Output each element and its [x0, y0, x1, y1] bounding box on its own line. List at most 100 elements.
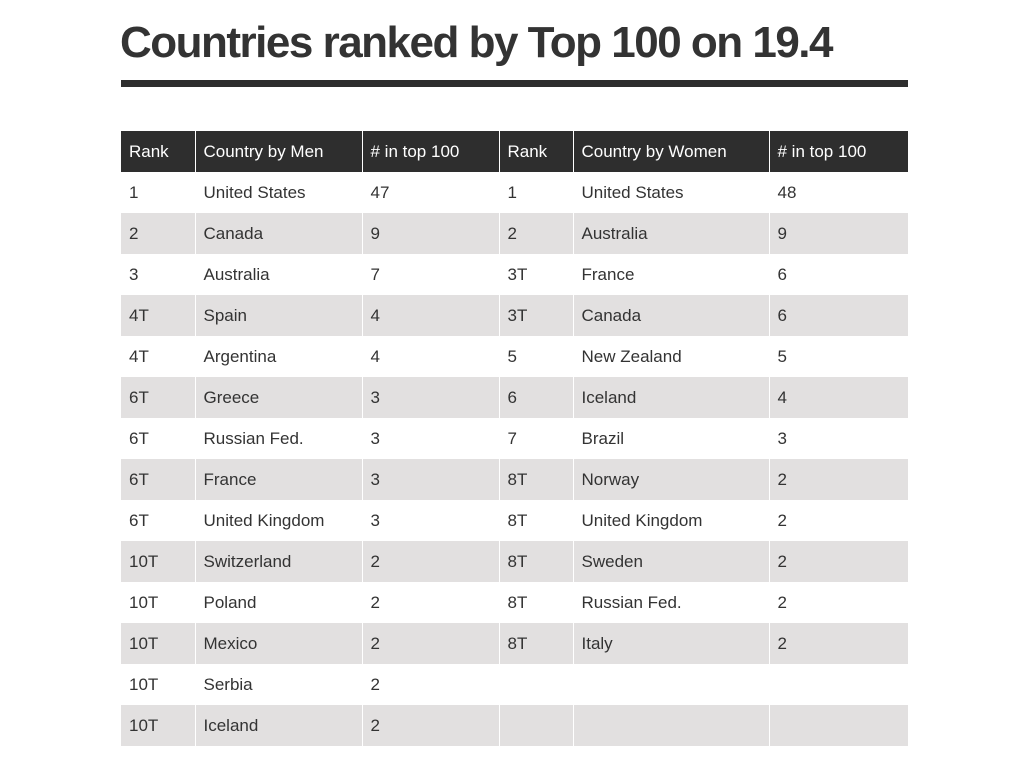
women-country-cell: Italy: [573, 623, 770, 664]
men-count-cell: 7: [362, 254, 500, 295]
women-count-cell: [769, 705, 908, 746]
women-rank-cell: 8T: [499, 541, 574, 582]
header-cell-country-by-men: Country by Men: [195, 131, 363, 172]
men-rank-cell: 10T: [121, 623, 196, 664]
page-title: Countries ranked by Top 100 on 19.4: [120, 18, 834, 67]
women-rank-cell: 8T: [499, 459, 574, 500]
table-header: Rank Country by Men # in top 100 Rank Co…: [121, 131, 908, 172]
men-country-cell: Russian Fed.: [195, 418, 363, 459]
men-count-cell: 47: [362, 172, 500, 213]
women-country-cell: Canada: [573, 295, 770, 336]
women-country-cell: Sweden: [573, 541, 770, 582]
women-count-cell: 2: [769, 459, 908, 500]
table-row: 10T Serbia 2: [121, 664, 908, 705]
men-count-cell: 3: [362, 418, 500, 459]
women-rank-cell: [499, 664, 574, 705]
women-count-cell: [769, 664, 908, 705]
men-rank-cell: 10T: [121, 664, 196, 705]
table-body: 1 United States 47 1 United States 48 2 Canada 9…: [121, 172, 908, 746]
ranking-table-wrapper: Rank Country by Men # in top 100 Rank Co…: [121, 131, 908, 746]
table-row: 6T United Kingdom 3 8T United Kingdom 2: [121, 500, 908, 541]
women-country-cell: Australia: [573, 213, 770, 254]
women-rank-cell: 2: [499, 213, 574, 254]
table-row: 4T Spain 4 3T Canada 6: [121, 295, 908, 336]
men-rank-cell: 2: [121, 213, 196, 254]
women-rank-cell: 8T: [499, 500, 574, 541]
men-rank-cell: 10T: [121, 541, 196, 582]
men-country-cell: United Kingdom: [195, 500, 363, 541]
men-country-cell: Spain: [195, 295, 363, 336]
header-cell-country-by-women: Country by Women: [573, 131, 770, 172]
table-row: 10T Mexico 2 8T Italy 2: [121, 623, 908, 664]
women-rank-cell: 8T: [499, 623, 574, 664]
women-rank-cell: [499, 705, 574, 746]
men-country-cell: Iceland: [195, 705, 363, 746]
men-rank-cell: 1: [121, 172, 196, 213]
women-rank-cell: 6: [499, 377, 574, 418]
men-rank-cell: 10T: [121, 582, 196, 623]
women-rank-cell: 8T: [499, 582, 574, 623]
men-country-cell: France: [195, 459, 363, 500]
men-count-cell: 3: [362, 377, 500, 418]
men-count-cell: 2: [362, 623, 500, 664]
table-row: 10T Switzerland 2 8T Sweden 2: [121, 541, 908, 582]
table-row: 6T France 3 8T Norway 2: [121, 459, 908, 500]
table-row: 1 United States 47 1 United States 48: [121, 172, 908, 213]
title-underline: [121, 80, 908, 87]
men-rank-cell: 6T: [121, 377, 196, 418]
men-count-cell: 2: [362, 582, 500, 623]
table-row: 10T Poland 2 8T Russian Fed. 2: [121, 582, 908, 623]
men-country-cell: United States: [195, 172, 363, 213]
table-row: 10T Iceland 2: [121, 705, 908, 746]
header-cell-men-count: # in top 100: [362, 131, 500, 172]
men-country-cell: Argentina: [195, 336, 363, 377]
men-count-cell: 4: [362, 336, 500, 377]
women-count-cell: 48: [769, 172, 908, 213]
women-country-cell: France: [573, 254, 770, 295]
header-cell-women-count: # in top 100: [769, 131, 908, 172]
table-row: 6T Greece 3 6 Iceland 4: [121, 377, 908, 418]
women-country-cell: United Kingdom: [573, 500, 770, 541]
women-country-cell: Norway: [573, 459, 770, 500]
table-row: 3 Australia 7 3T France 6: [121, 254, 908, 295]
men-rank-cell: 6T: [121, 418, 196, 459]
women-country-cell: Russian Fed.: [573, 582, 770, 623]
men-rank-cell: 6T: [121, 459, 196, 500]
men-country-cell: Switzerland: [195, 541, 363, 582]
women-country-cell: [573, 664, 770, 705]
women-rank-cell: 3T: [499, 254, 574, 295]
women-count-cell: 6: [769, 254, 908, 295]
men-rank-cell: 4T: [121, 336, 196, 377]
table-row: 2 Canada 9 2 Australia 9: [121, 213, 908, 254]
ranking-table: Rank Country by Men # in top 100 Rank Co…: [121, 131, 908, 746]
women-count-cell: 2: [769, 541, 908, 582]
men-count-cell: 2: [362, 541, 500, 582]
women-count-cell: 2: [769, 623, 908, 664]
header-row: Rank Country by Men # in top 100 Rank Co…: [121, 131, 908, 172]
women-country-cell: United States: [573, 172, 770, 213]
women-rank-cell: 5: [499, 336, 574, 377]
women-count-cell: 4: [769, 377, 908, 418]
women-rank-cell: 7: [499, 418, 574, 459]
men-count-cell: 9: [362, 213, 500, 254]
men-country-cell: Canada: [195, 213, 363, 254]
men-country-cell: Poland: [195, 582, 363, 623]
men-country-cell: Mexico: [195, 623, 363, 664]
women-count-cell: 9: [769, 213, 908, 254]
men-country-cell: Greece: [195, 377, 363, 418]
women-rank-cell: 1: [499, 172, 574, 213]
men-country-cell: Australia: [195, 254, 363, 295]
men-count-cell: 4: [362, 295, 500, 336]
men-count-cell: 2: [362, 705, 500, 746]
women-count-cell: 2: [769, 582, 908, 623]
women-rank-cell: 3T: [499, 295, 574, 336]
women-country-cell: [573, 705, 770, 746]
women-count-cell: 2: [769, 500, 908, 541]
table-row: 4T Argentina 4 5 New Zealand 5: [121, 336, 908, 377]
header-cell-men-rank: Rank: [121, 131, 196, 172]
men-rank-cell: 6T: [121, 500, 196, 541]
women-count-cell: 6: [769, 295, 908, 336]
men-country-cell: Serbia: [195, 664, 363, 705]
men-count-cell: 3: [362, 459, 500, 500]
